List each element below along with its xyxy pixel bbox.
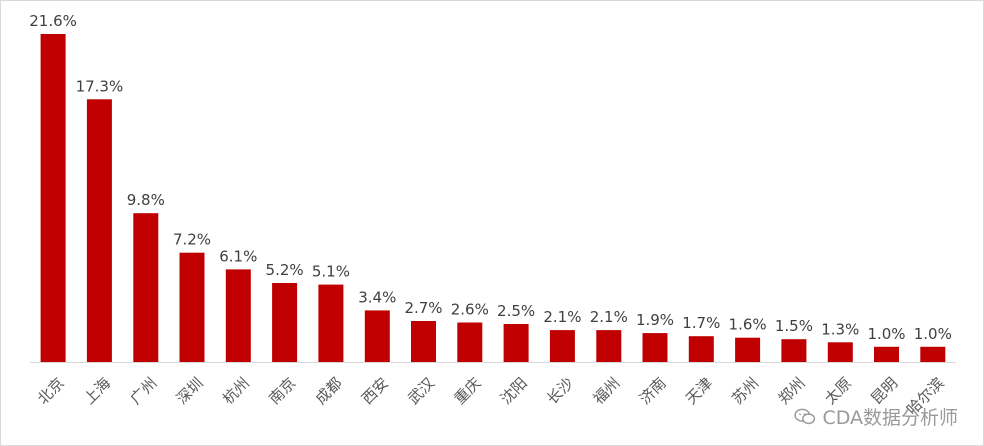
value-label-3: 7.2% — [173, 231, 211, 249]
category-label-11: 长沙 — [543, 374, 577, 408]
value-label-13: 1.9% — [636, 311, 674, 329]
bar-14 — [688, 336, 714, 362]
category-label-6: 成都 — [312, 374, 346, 408]
bar-0 — [40, 34, 66, 362]
bar-6 — [318, 284, 344, 362]
category-label-15: 苏州 — [728, 374, 762, 408]
value-label-1: 17.3% — [76, 77, 124, 95]
value-label-11: 2.1% — [543, 308, 581, 326]
value-label-8: 2.7% — [404, 299, 442, 317]
category-label-3: 深圳 — [173, 374, 207, 408]
bar-3 — [179, 252, 205, 362]
value-label-16: 1.5% — [775, 317, 813, 335]
bar-15 — [735, 337, 761, 362]
wechat-icon — [794, 408, 816, 424]
bar-16 — [781, 339, 807, 362]
value-label-18: 1.0% — [867, 325, 905, 343]
bar-9 — [457, 322, 483, 362]
value-label-9: 2.6% — [451, 301, 489, 319]
bar-12 — [596, 330, 622, 362]
value-label-4: 6.1% — [219, 247, 257, 265]
watermark-text: CDA数据分析师 — [822, 407, 958, 429]
bar-19 — [920, 346, 946, 362]
value-label-5: 5.2% — [266, 261, 304, 279]
bar-13 — [642, 333, 668, 362]
category-label-1: 上海 — [80, 374, 114, 408]
category-label-13: 济南 — [636, 374, 670, 408]
bar-17 — [827, 342, 853, 362]
watermark: CDA数据分析师 — [794, 403, 958, 430]
value-label-6: 5.1% — [312, 263, 350, 281]
bar-4 — [225, 269, 251, 362]
value-label-0: 21.6% — [29, 12, 77, 30]
category-label-7: 西安 — [358, 374, 392, 408]
category-label-14: 天津 — [682, 374, 716, 408]
value-label-2: 9.8% — [127, 191, 165, 209]
bar-8 — [411, 321, 436, 362]
category-label-5: 南京 — [265, 374, 299, 408]
bar-7 — [364, 310, 390, 362]
category-label-2: 广州 — [127, 374, 161, 408]
bar-11 — [549, 330, 575, 362]
category-label-4: 杭州 — [219, 374, 253, 408]
bar-18 — [874, 346, 899, 362]
value-label-17: 1.3% — [821, 320, 859, 338]
value-label-19: 1.0% — [914, 325, 952, 343]
value-label-7: 3.4% — [358, 288, 396, 306]
category-label-12: 福州 — [590, 374, 624, 408]
category-label-8: 武汉 — [404, 374, 438, 408]
value-label-12: 2.1% — [590, 308, 628, 326]
category-label-10: 沈阳 — [497, 374, 531, 408]
value-label-15: 1.6% — [729, 316, 767, 334]
value-label-14: 1.7% — [682, 314, 720, 332]
bar-10 — [503, 324, 529, 362]
bar-1 — [86, 99, 112, 363]
value-label-10: 2.5% — [497, 302, 535, 320]
bar-2 — [133, 213, 159, 362]
category-label-0: 北京 — [34, 374, 68, 408]
bar-5 — [272, 283, 298, 362]
category-label-9: 重庆 — [451, 374, 485, 408]
